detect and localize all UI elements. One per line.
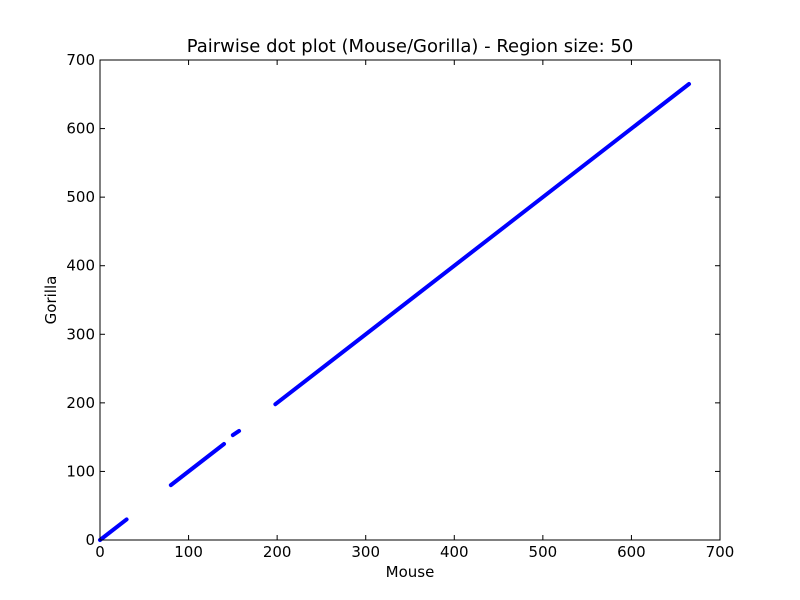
y-tick-label-700: 700 — [66, 51, 95, 69]
y-tick-label-200: 200 — [66, 394, 95, 412]
x-tick-label-700: 700 — [706, 543, 735, 561]
x-tick-label-100: 100 — [174, 543, 203, 561]
x-tick-label-200: 200 — [263, 543, 292, 561]
x-tick-label-500: 500 — [529, 543, 558, 561]
y-tick-label-500: 500 — [66, 188, 95, 206]
y-axis-label: Gorilla — [42, 276, 60, 325]
x-tick-label-400: 400 — [440, 543, 469, 561]
y-tick-label-600: 600 — [66, 120, 95, 138]
plot-frame — [99, 59, 721, 541]
x-tick-label-300: 300 — [351, 543, 380, 561]
y-tick-label-100: 100 — [66, 462, 95, 480]
axis-ticks: 0 100 200 300 400 500 600 700 0 100 200 300 400 500 60… — [66, 51, 734, 561]
y-tick-label-300: 300 — [66, 325, 95, 343]
data-marks — [98, 82, 691, 542]
y-tick-label-400: 400 — [66, 257, 95, 275]
y-tick-label-0: 0 — [85, 531, 95, 549]
dot-segment-3 — [230, 428, 242, 438]
dot-segment-4 — [273, 82, 691, 407]
chart-title: Pairwise dot plot (Mouse/Gorilla) - Regi… — [187, 36, 634, 57]
x-tick-label-0: 0 — [95, 543, 105, 561]
dot-segment-1 — [98, 517, 129, 542]
dot-segment-2 — [168, 442, 226, 488]
x-tick-label-600: 600 — [617, 543, 646, 561]
x-axis-label: Mouse — [386, 563, 435, 581]
